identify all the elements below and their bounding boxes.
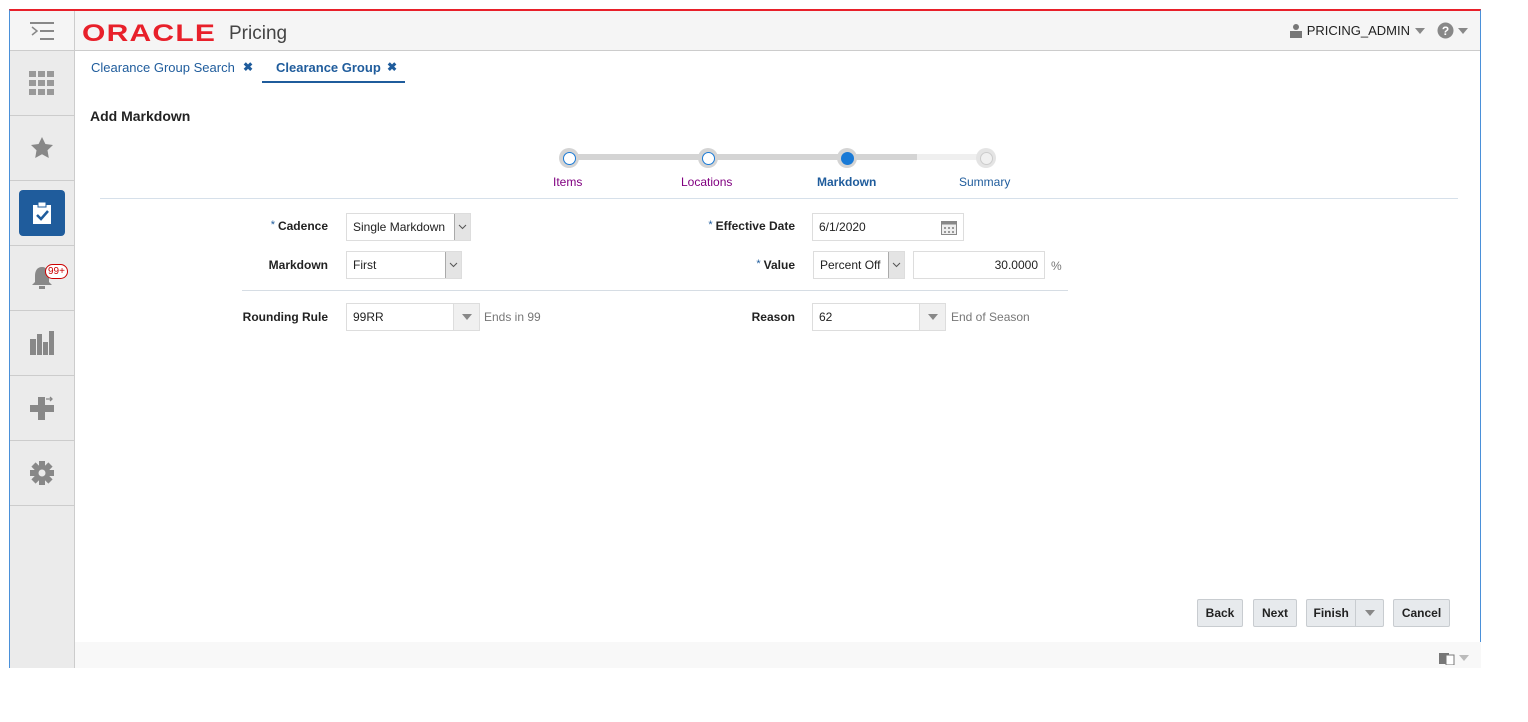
sidebar-item-favorites[interactable]: [10, 116, 74, 181]
train-stop-items[interactable]: [559, 148, 579, 168]
next-button[interactable]: Next: [1253, 599, 1297, 627]
gear-icon: [30, 461, 54, 485]
user-icon: [1289, 23, 1302, 38]
rounding-rule-dropdown-button[interactable]: [453, 303, 480, 331]
help-menu[interactable]: ?: [1437, 22, 1468, 39]
caret-down-icon: [927, 314, 938, 320]
user-name: PRICING_ADMIN: [1306, 23, 1410, 38]
train-label-markdown: Markdown: [817, 175, 877, 189]
page-title: Add Markdown: [90, 108, 191, 124]
active-tab-indicator: [262, 81, 405, 83]
effective-date-label: * Effective Date: [708, 219, 795, 233]
tab-clearance-group-search[interactable]: Clearance Group Search: [91, 60, 235, 75]
train-remaining: [917, 154, 987, 160]
close-tab-icon[interactable]: ✖: [243, 60, 254, 74]
value-unit: %: [1051, 259, 1062, 273]
rounding-rule-description: Ends in 99: [484, 310, 541, 324]
finish-menu-button[interactable]: [1356, 610, 1383, 616]
chevron-down-icon: [1415, 27, 1425, 34]
value-amount-input[interactable]: 30.0000: [913, 251, 1045, 279]
sidebar-item-tasks[interactable]: [10, 181, 74, 246]
reason-input[interactable]: 62: [812, 303, 946, 331]
cadence-label: * Cadence: [270, 219, 328, 233]
sidebar: 99+: [10, 51, 75, 668]
divider: [242, 290, 1068, 291]
train-label-locations[interactable]: Locations: [681, 175, 733, 189]
notification-badge: 99+: [45, 264, 68, 279]
sidebar-item-tasks-grid[interactable]: [10, 51, 74, 116]
menu-toggle-button[interactable]: [10, 11, 75, 51]
train-stop-markdown: [837, 148, 857, 168]
help-icon: ?: [1437, 22, 1454, 39]
markdown-select[interactable]: First: [346, 251, 462, 279]
calendar-icon[interactable]: [941, 220, 957, 235]
rounding-rule-label: Rounding Rule: [242, 310, 328, 324]
svg-text:?: ?: [1442, 24, 1449, 38]
sidebar-item-reports[interactable]: [10, 311, 74, 376]
chevron-down-icon: [458, 224, 467, 230]
reason-description: End of Season: [951, 310, 1030, 324]
effective-date-input[interactable]: 6/1/2020: [812, 213, 964, 241]
finish-split-button: Finish: [1306, 599, 1384, 627]
sidebar-item-settings[interactable]: [10, 441, 74, 506]
train-label-summary[interactable]: Summary: [959, 175, 1011, 189]
grid-icon: [29, 71, 54, 95]
divider: [100, 198, 1458, 199]
value-label: * Value: [756, 258, 795, 272]
sidebar-item-create[interactable]: [10, 376, 74, 441]
rounding-rule-input[interactable]: 99RR: [346, 303, 480, 331]
caret-down-icon: [461, 314, 472, 320]
finish-button[interactable]: Finish: [1307, 600, 1357, 626]
app-window: ORACLE Pricing PRICING_ADMIN ? 99+ Clear…: [9, 9, 1481, 668]
star-icon: [31, 137, 53, 158]
reports-icon: [30, 331, 54, 355]
train-stop-summary[interactable]: [976, 148, 996, 168]
caret-down-icon: [1364, 610, 1375, 616]
user-menu[interactable]: PRICING_ADMIN: [1289, 23, 1425, 38]
cadence-select[interactable]: Single Markdown: [346, 213, 471, 241]
cancel-button[interactable]: Cancel: [1393, 599, 1450, 627]
chevron-down-icon: [449, 262, 458, 268]
back-button[interactable]: Back: [1197, 599, 1243, 627]
footer: [75, 642, 1481, 668]
close-tab-icon[interactable]: ✖: [387, 60, 398, 74]
header: ORACLE Pricing PRICING_ADMIN ?: [10, 11, 1480, 51]
chevron-down-icon: [892, 262, 901, 268]
train-progress-bar: [560, 154, 980, 160]
train-label-items[interactable]: Items: [553, 175, 583, 189]
chevron-down-icon: [1458, 27, 1468, 34]
reason-dropdown-button[interactable]: [919, 303, 946, 331]
add-icon: [30, 396, 54, 420]
reason-label: Reason: [751, 310, 795, 324]
tasks-icon: [33, 201, 51, 224]
sidebar-item-notifications[interactable]: 99+: [10, 246, 74, 311]
train-stop-locations[interactable]: [698, 148, 718, 168]
oracle-logo: ORACLE: [82, 20, 217, 47]
page-options-menu[interactable]: [1439, 651, 1469, 665]
devices-icon: [1439, 653, 1455, 665]
chevron-down-icon: [1459, 655, 1469, 661]
tab-clearance-group[interactable]: Clearance Group: [276, 60, 381, 75]
value-type-select[interactable]: Percent Off: [813, 251, 905, 279]
menu-icon: [30, 22, 54, 40]
app-name: Pricing: [229, 23, 288, 44]
markdown-label: Markdown: [268, 258, 328, 272]
